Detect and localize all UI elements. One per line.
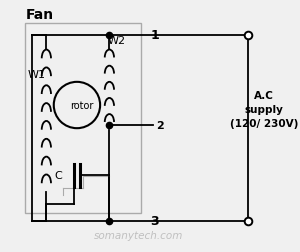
Text: W1: W1: [28, 70, 46, 80]
Text: rotor: rotor: [70, 101, 93, 111]
Bar: [25, 24, 141, 214]
Text: W2: W2: [107, 36, 126, 46]
Text: 2: 2: [156, 121, 164, 131]
Text: C: C: [54, 171, 62, 181]
Text: 3: 3: [150, 214, 159, 228]
Text: Fan: Fan: [26, 8, 54, 22]
Text: 1: 1: [150, 29, 159, 42]
Text: somanytech.com: somanytech.com: [94, 230, 184, 240]
Text: A.C
supply
(120/ 230V): A.C supply (120/ 230V): [230, 90, 298, 128]
